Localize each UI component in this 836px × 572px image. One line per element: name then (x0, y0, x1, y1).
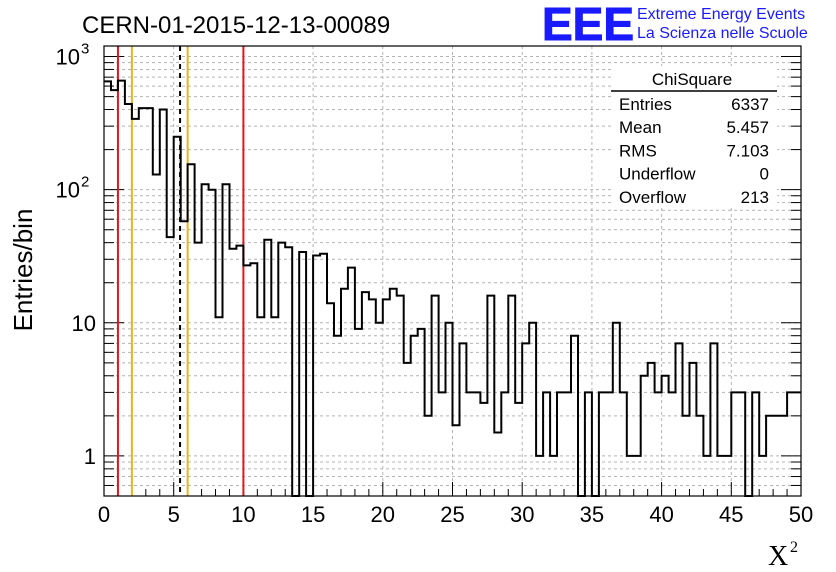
x-tick-labels: 0 5 10 15 20 25 30 35 40 45 50 (98, 502, 813, 527)
histogram-series (104, 79, 801, 497)
y-tick-label-base: 10 (56, 178, 80, 203)
x-tick-label: 25 (440, 502, 464, 527)
plot-border (103, 45, 802, 497)
eee-logo-line1: Extreme Energy Events (637, 6, 805, 23)
stats-row-value: 7.103 (726, 141, 769, 160)
y-axis-label: Entries/bin (8, 209, 38, 332)
x-axis-label-sup: 2 (790, 539, 798, 556)
x-tick-label: 5 (168, 502, 180, 527)
axis-ticks (103, 56, 802, 497)
x-axis-label-main: X (768, 541, 788, 572)
x-tick-label: 0 (98, 502, 110, 527)
x-tick-label: 40 (649, 502, 673, 527)
stats-row-value: 5.457 (726, 118, 769, 137)
y-tick-label-base: 10 (72, 311, 96, 336)
x-tick-label: 10 (231, 502, 255, 527)
x-axis-label: X 2 (768, 539, 798, 572)
x-tick-label: 45 (719, 502, 743, 527)
reference-lines (116, 46, 245, 496)
y-tick-label: 10 (72, 311, 96, 336)
stats-row-value: 6337 (731, 95, 769, 114)
stats-row-value: 0 (760, 165, 769, 184)
y-tick-label-exponent: 2 (81, 174, 89, 191)
y-tick-label: 10 3 (56, 41, 90, 70)
x-tick-label: 50 (789, 502, 813, 527)
y-tick-label: 1 (84, 444, 96, 469)
x-tick-label: 30 (510, 502, 534, 527)
stats-row-value: 213 (741, 188, 769, 207)
eee-logo: EEE Extreme Energy Events La Scienza nel… (542, 0, 808, 51)
y-tick-label-base: 10 (56, 45, 80, 70)
y-tick-label: 10 2 (56, 174, 90, 203)
stats-box-background (611, 66, 777, 207)
x-tick-label: 15 (301, 502, 325, 527)
x-tick-label: 35 (580, 502, 604, 527)
y-tick-label-base: 1 (84, 444, 96, 469)
eee-logo-text: EEE (542, 0, 634, 50)
y-tick-label-exponent: 3 (81, 41, 89, 58)
stats-row-label: Underflow (619, 165, 696, 184)
stats-box: ChiSquare Entries 6337 Mean 5.457 RMS 7.103 Un… (611, 66, 777, 207)
stats-row-label: Overflow (619, 188, 687, 207)
eee-logo-line2: La Scienza nelle Scuole (637, 25, 808, 42)
x-tick-label: 20 (371, 502, 395, 527)
stats-box-title: ChiSquare (652, 70, 732, 89)
run-title: CERN-01-2015-12-13-00089 (82, 12, 390, 39)
stats-row-label: RMS (619, 141, 657, 160)
stats-row-label: Mean (619, 118, 662, 137)
stats-row-label: Entries (619, 95, 672, 114)
